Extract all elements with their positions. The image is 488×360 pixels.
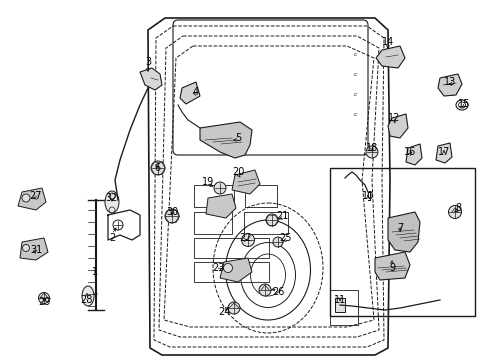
Text: 28: 28 — [80, 295, 92, 305]
Text: 21: 21 — [275, 211, 287, 221]
Ellipse shape — [82, 286, 94, 306]
Text: 13: 13 — [443, 77, 455, 87]
Polygon shape — [437, 74, 461, 96]
Polygon shape — [205, 194, 236, 218]
Text: 2: 2 — [109, 233, 115, 243]
Text: 24: 24 — [217, 307, 230, 317]
Polygon shape — [231, 170, 260, 194]
Text: 25: 25 — [279, 233, 292, 243]
Ellipse shape — [39, 292, 49, 303]
Text: 10: 10 — [361, 191, 373, 201]
Text: 27: 27 — [30, 191, 42, 201]
Text: 12: 12 — [387, 113, 399, 123]
Polygon shape — [180, 82, 200, 104]
Bar — [329, 290, 357, 325]
Text: 30: 30 — [165, 207, 178, 217]
Ellipse shape — [241, 234, 254, 247]
Text: 15: 15 — [457, 99, 469, 109]
Text: 3: 3 — [144, 57, 151, 67]
Bar — [244, 212, 287, 234]
Ellipse shape — [272, 237, 283, 247]
Text: c: c — [353, 93, 356, 98]
Polygon shape — [18, 188, 46, 210]
Polygon shape — [405, 144, 421, 165]
Text: 1: 1 — [92, 267, 98, 277]
Text: 19: 19 — [202, 177, 214, 187]
Bar — [329, 168, 474, 316]
Polygon shape — [20, 238, 48, 260]
Ellipse shape — [259, 284, 270, 296]
Ellipse shape — [223, 264, 232, 273]
Bar — [194, 212, 231, 234]
Bar — [334, 298, 345, 312]
Text: c: c — [353, 53, 356, 58]
Text: 5: 5 — [234, 133, 241, 143]
Text: 4: 4 — [193, 87, 199, 97]
Polygon shape — [375, 46, 404, 68]
Text: 17: 17 — [437, 147, 449, 157]
Ellipse shape — [151, 161, 164, 175]
Text: 6: 6 — [154, 163, 160, 173]
Ellipse shape — [22, 194, 30, 202]
Polygon shape — [435, 143, 451, 163]
Text: 32: 32 — [105, 193, 118, 203]
Text: 22: 22 — [239, 233, 252, 243]
Ellipse shape — [214, 182, 225, 194]
Bar — [194, 238, 268, 258]
Text: 20: 20 — [231, 167, 244, 177]
Polygon shape — [140, 68, 162, 90]
Text: 26: 26 — [271, 287, 284, 297]
Text: c: c — [353, 112, 356, 117]
Text: 9: 9 — [388, 263, 394, 273]
Polygon shape — [374, 252, 409, 280]
Polygon shape — [220, 258, 251, 282]
Text: 14: 14 — [381, 37, 393, 47]
Text: 18: 18 — [365, 143, 377, 153]
Text: 8: 8 — [454, 203, 460, 213]
Ellipse shape — [265, 214, 278, 226]
Ellipse shape — [164, 209, 179, 223]
Bar — [194, 185, 234, 207]
Text: 29: 29 — [38, 297, 50, 307]
Ellipse shape — [365, 146, 377, 158]
Text: 31: 31 — [30, 245, 42, 255]
Ellipse shape — [105, 191, 119, 213]
Polygon shape — [200, 122, 251, 158]
Ellipse shape — [227, 302, 240, 314]
Bar — [244, 185, 276, 207]
Text: 16: 16 — [403, 147, 415, 157]
Ellipse shape — [447, 206, 461, 219]
Text: 11: 11 — [333, 295, 346, 305]
Text: c: c — [353, 72, 356, 77]
Polygon shape — [387, 212, 419, 252]
Polygon shape — [387, 114, 407, 138]
Bar — [194, 262, 268, 282]
Text: 7: 7 — [396, 223, 402, 233]
Text: 23: 23 — [211, 263, 224, 273]
Ellipse shape — [22, 244, 29, 252]
